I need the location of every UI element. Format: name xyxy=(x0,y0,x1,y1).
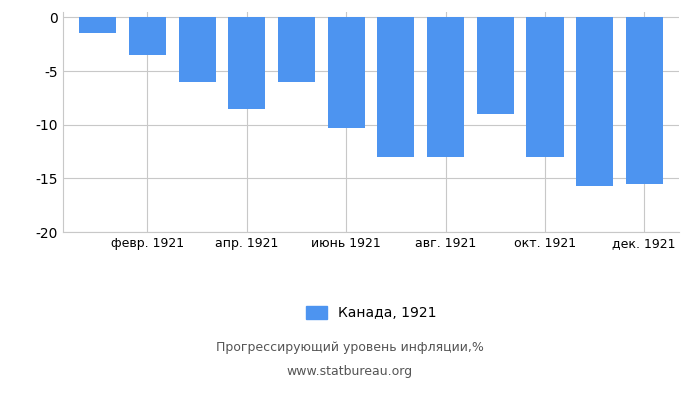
Legend: Канада, 1921: Канада, 1921 xyxy=(300,300,442,326)
Bar xyxy=(576,17,613,186)
Bar xyxy=(79,17,116,34)
Bar xyxy=(526,17,564,157)
Bar xyxy=(328,17,365,128)
Bar xyxy=(278,17,315,82)
Bar xyxy=(477,17,514,114)
Bar xyxy=(228,17,265,108)
Text: www.statbureau.org: www.statbureau.org xyxy=(287,366,413,378)
Bar xyxy=(377,17,414,157)
Bar xyxy=(178,17,216,82)
Bar xyxy=(427,17,464,157)
Bar xyxy=(626,17,663,184)
Text: Прогрессирующий уровень инфляции,%: Прогрессирующий уровень инфляции,% xyxy=(216,342,484,354)
Bar xyxy=(129,17,166,55)
